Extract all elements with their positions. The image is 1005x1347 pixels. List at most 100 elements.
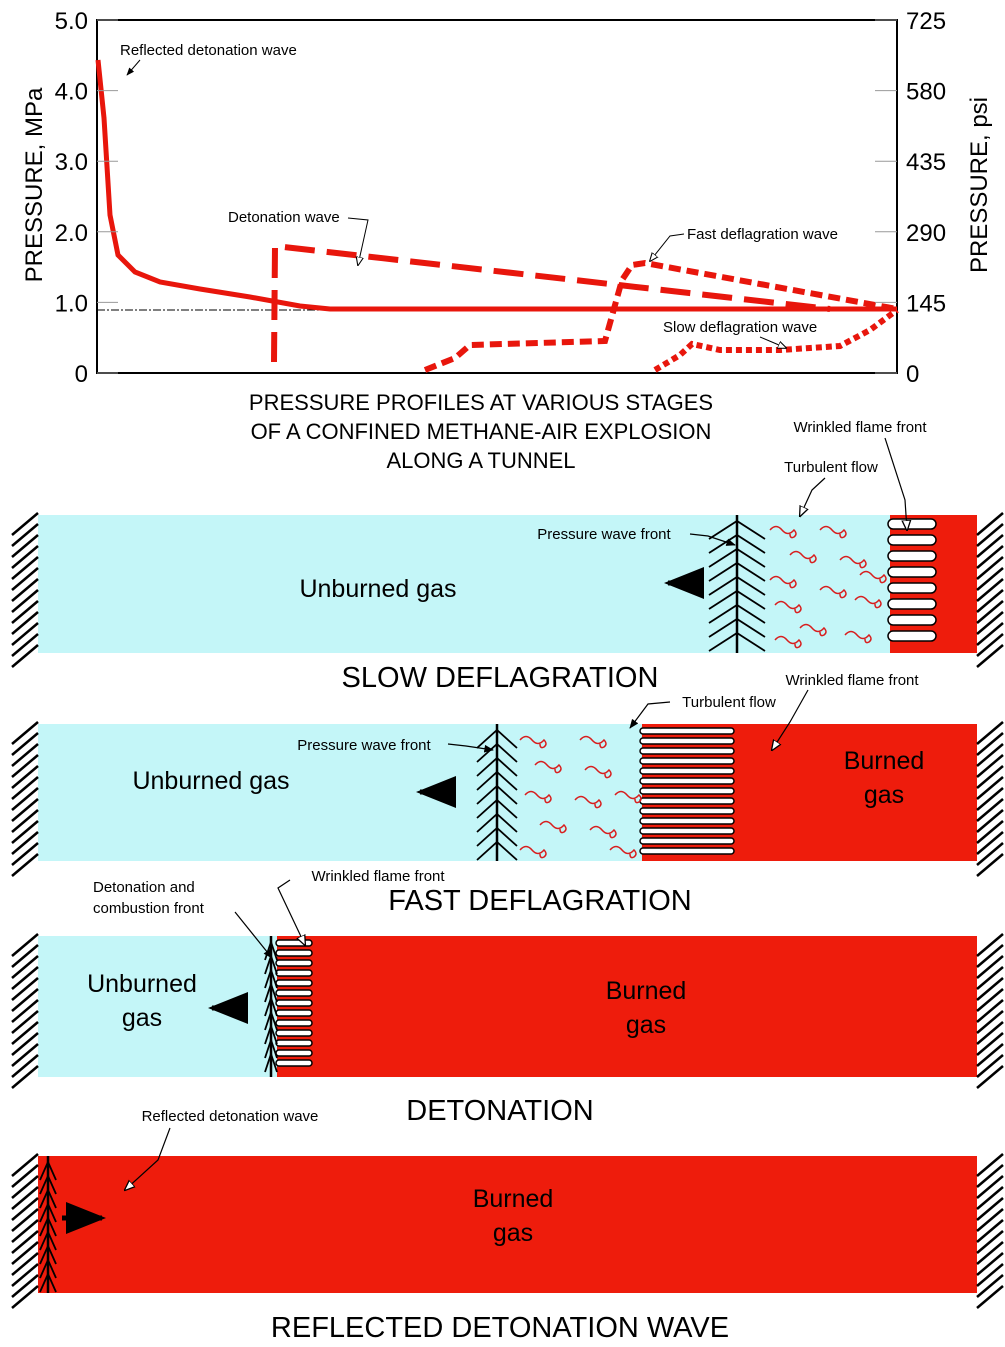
flame-finger bbox=[639, 777, 735, 785]
wall-hatch bbox=[976, 600, 1004, 624]
wall-hatch bbox=[976, 1219, 1004, 1243]
wall-hatch bbox=[11, 512, 39, 536]
flame-finger bbox=[275, 979, 313, 987]
pressure-chevron bbox=[708, 603, 766, 624]
wall-hatch bbox=[976, 633, 1004, 657]
pressure-chevron bbox=[39, 1229, 57, 1251]
wall-hatch bbox=[976, 644, 1004, 668]
wall-hatch bbox=[976, 955, 1004, 979]
wall-hatch bbox=[11, 589, 39, 613]
pressure-chevron bbox=[708, 617, 766, 638]
pressure-chevron bbox=[708, 589, 766, 610]
callout: Wrinkled flame front bbox=[311, 868, 445, 885]
wall-hatch bbox=[976, 556, 1004, 580]
pressure-chevron bbox=[476, 728, 518, 749]
wall-hatch bbox=[976, 1043, 1004, 1067]
region-label: Burned bbox=[844, 747, 925, 775]
leader bbox=[347, 217, 369, 265]
region-label: gas bbox=[122, 1004, 162, 1032]
wall-hatch bbox=[976, 1252, 1004, 1276]
turbulence bbox=[609, 845, 637, 859]
wall-hatch bbox=[976, 933, 1004, 957]
wall-hatch bbox=[11, 966, 39, 990]
leader bbox=[629, 701, 671, 729]
wall-hatch bbox=[976, 820, 1004, 844]
turbulence bbox=[819, 585, 847, 599]
wall-hatch bbox=[11, 765, 39, 789]
panels-background bbox=[38, 515, 977, 1293]
y-tick-label: 0 bbox=[75, 361, 88, 388]
wall-hatch bbox=[11, 1021, 39, 1045]
turbulence bbox=[774, 600, 802, 614]
detonation-curve bbox=[271, 242, 831, 363]
wall-hatch bbox=[11, 999, 39, 1023]
pressure-chevron bbox=[39, 1173, 57, 1195]
flame-finger bbox=[639, 807, 735, 815]
wall-hatch bbox=[11, 611, 39, 635]
wall-hatch bbox=[11, 1065, 39, 1089]
flame-finger bbox=[639, 727, 735, 735]
flame-finger bbox=[275, 959, 313, 967]
turbulence bbox=[839, 555, 867, 569]
flame-finger bbox=[639, 837, 735, 845]
wall-hatch bbox=[976, 512, 1004, 536]
wall-hatch bbox=[976, 1263, 1004, 1287]
leader bbox=[759, 336, 786, 348]
leader bbox=[689, 533, 736, 546]
flame-finger bbox=[639, 847, 735, 855]
panel-title: DETONATION bbox=[406, 1095, 593, 1127]
turbulence bbox=[769, 575, 797, 589]
leader bbox=[125, 1127, 171, 1190]
wall-hatch bbox=[976, 1274, 1004, 1298]
wall-hatch bbox=[11, 1285, 39, 1309]
flame-finger bbox=[639, 737, 735, 745]
pressure-chevron bbox=[476, 770, 518, 791]
region-label: gas bbox=[864, 781, 904, 809]
pressure-chevron bbox=[476, 742, 518, 763]
leader bbox=[772, 689, 809, 750]
flame-finger bbox=[275, 939, 313, 947]
pressure-chevron bbox=[476, 840, 518, 861]
pressure-chevron bbox=[476, 798, 518, 819]
panel-title: FAST DEFLAGRATION bbox=[388, 885, 691, 917]
turbulence bbox=[769, 525, 797, 539]
pressure-chevron bbox=[39, 1243, 57, 1265]
wall-hatch bbox=[11, 988, 39, 1012]
callout: Pressure wave front bbox=[537, 526, 671, 543]
burned-region bbox=[38, 1156, 977, 1293]
turbulence bbox=[534, 760, 562, 774]
flame-finger bbox=[887, 614, 937, 626]
wall-hatch bbox=[976, 1230, 1004, 1254]
callout: Wrinkled flame front bbox=[793, 419, 927, 436]
burned-region bbox=[277, 936, 977, 1077]
pressure-chevron bbox=[39, 1187, 57, 1209]
wall-hatch bbox=[11, 633, 39, 657]
wall-hatch bbox=[976, 754, 1004, 778]
y-tick-label: 1.0 bbox=[55, 290, 88, 317]
wall-hatch bbox=[976, 999, 1004, 1023]
wall-hatch bbox=[11, 523, 39, 547]
flame-finger bbox=[275, 969, 313, 977]
y2-axis-title: PRESSURE, psi bbox=[966, 97, 993, 273]
region-label: Burned bbox=[473, 1185, 554, 1213]
callout: combustion front bbox=[93, 900, 205, 917]
leader bbox=[126, 59, 141, 76]
y-tick-label: 5.0 bbox=[55, 8, 88, 35]
wall-hatch bbox=[11, 1252, 39, 1276]
pressure-chevron bbox=[476, 812, 518, 833]
wall-hatch bbox=[11, 1274, 39, 1298]
flame-finger bbox=[887, 582, 937, 594]
region-label: Unburned gas bbox=[299, 575, 456, 603]
callout: Turbulent flow bbox=[682, 694, 776, 711]
pressure-chevron bbox=[264, 1023, 278, 1045]
turbulence bbox=[774, 635, 802, 649]
region-label: gas bbox=[493, 1219, 533, 1247]
pressure-chevron bbox=[708, 575, 766, 596]
wall-hatch bbox=[11, 933, 39, 957]
wall-hatch bbox=[11, 820, 39, 844]
wall-hatch bbox=[976, 1164, 1004, 1188]
y-tick-label: 3.0 bbox=[55, 149, 88, 176]
wall-hatch bbox=[976, 534, 1004, 558]
flame-finger bbox=[639, 767, 735, 775]
wall-hatch bbox=[976, 853, 1004, 877]
